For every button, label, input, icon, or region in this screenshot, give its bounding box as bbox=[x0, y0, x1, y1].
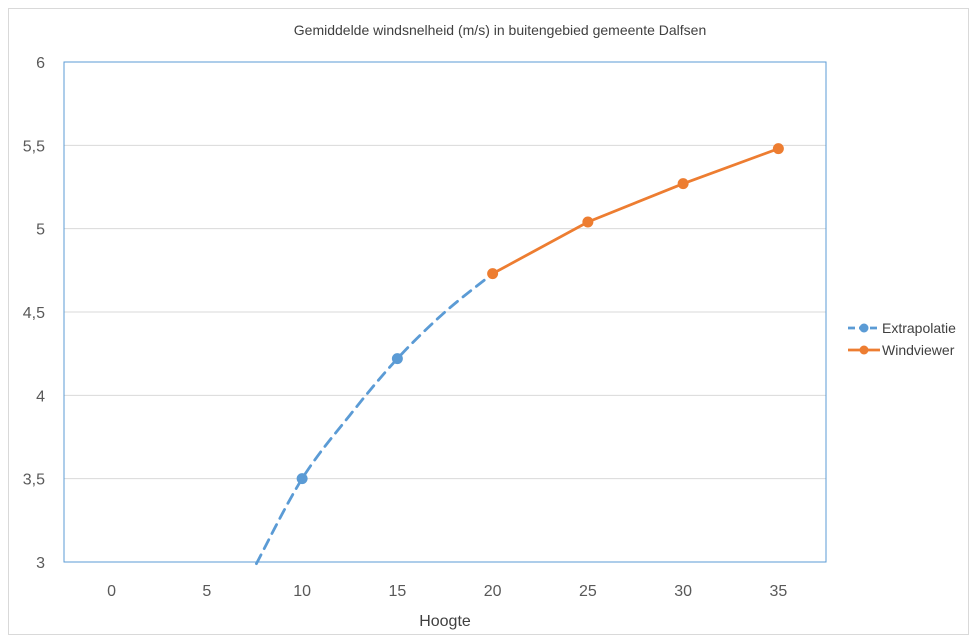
y-axis: 3 3,5 4 4,5 5 5,5 6 bbox=[23, 55, 45, 572]
series-line-extrapolatie bbox=[255, 272, 495, 566]
y-tick-label: 5,5 bbox=[23, 138, 45, 155]
x-tick-label: 20 bbox=[484, 583, 502, 600]
chart-title: Gemiddelde windsnelheid (m/s) in buiteng… bbox=[294, 22, 706, 38]
x-axis-label: Hoogte bbox=[419, 613, 471, 630]
y-tick-label: 3,5 bbox=[23, 472, 45, 489]
chart-frame bbox=[8, 8, 969, 635]
x-tick-label: 5 bbox=[202, 583, 211, 600]
legend-item-extrapolatie: Extrapolatie bbox=[848, 320, 956, 336]
legend: Extrapolatie Windviewer bbox=[848, 320, 956, 358]
legend-item-windviewer: Windviewer bbox=[848, 342, 955, 358]
data-point bbox=[582, 216, 594, 228]
x-tick-label: 15 bbox=[388, 583, 406, 600]
legend-label: Windviewer bbox=[882, 342, 955, 358]
legend-marker bbox=[859, 323, 869, 333]
y-tick-label: 6 bbox=[36, 55, 45, 72]
data-point bbox=[391, 353, 403, 365]
data-point bbox=[296, 473, 308, 485]
x-tick-label: 25 bbox=[579, 583, 597, 600]
x-tick-label: 35 bbox=[769, 583, 787, 600]
y-tick-label: 5 bbox=[36, 222, 45, 239]
data-point bbox=[677, 178, 689, 190]
legend-marker bbox=[859, 345, 869, 355]
series-line-windviewer bbox=[491, 147, 780, 276]
data-point bbox=[772, 143, 784, 155]
x-axis: 0 5 10 15 20 25 30 35 bbox=[107, 583, 787, 600]
y-tick-label: 3 bbox=[36, 555, 45, 572]
x-tick-label: 10 bbox=[293, 583, 311, 600]
series-windviewer bbox=[487, 143, 784, 280]
plot-area bbox=[63, 61, 827, 563]
x-tick-label: 30 bbox=[674, 583, 692, 600]
y-tick-label: 4,5 bbox=[23, 305, 45, 322]
legend-label: Extrapolatie bbox=[882, 320, 956, 336]
y-tick-label: 4 bbox=[36, 388, 45, 405]
series-layer bbox=[255, 143, 784, 566]
x-tick-label: 0 bbox=[107, 583, 116, 600]
data-point bbox=[487, 268, 499, 280]
series-extrapolatie bbox=[255, 272, 495, 566]
